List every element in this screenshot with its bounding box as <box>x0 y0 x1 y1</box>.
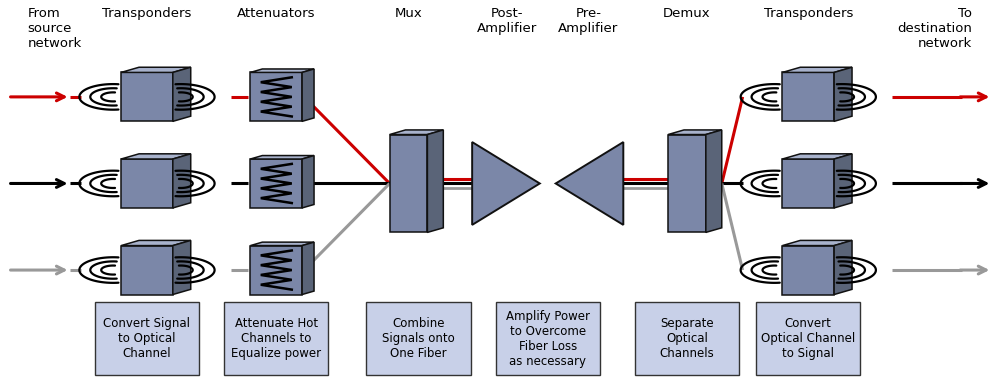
Polygon shape <box>390 134 427 232</box>
Polygon shape <box>427 130 443 232</box>
Text: Transponders: Transponders <box>764 6 853 19</box>
Text: Convert
Optical Channel
to Signal: Convert Optical Channel to Signal <box>761 317 855 360</box>
FancyBboxPatch shape <box>635 302 739 376</box>
Polygon shape <box>668 130 722 134</box>
Polygon shape <box>782 67 852 73</box>
Polygon shape <box>782 240 852 246</box>
Text: From
source
network: From source network <box>28 6 82 50</box>
Polygon shape <box>706 130 722 232</box>
Polygon shape <box>782 73 834 121</box>
Polygon shape <box>250 73 302 121</box>
Polygon shape <box>302 155 314 208</box>
FancyBboxPatch shape <box>95 302 199 376</box>
Polygon shape <box>834 240 852 295</box>
FancyBboxPatch shape <box>496 302 600 376</box>
Text: Attenuate Hot
Channels to
Equalize power: Attenuate Hot Channels to Equalize power <box>231 317 321 360</box>
Text: Convert Signal
to Optical
Channel: Convert Signal to Optical Channel <box>103 317 190 360</box>
Polygon shape <box>250 69 314 73</box>
Text: Demux: Demux <box>663 6 711 19</box>
Polygon shape <box>173 154 191 208</box>
Text: Post-
Amplifier: Post- Amplifier <box>477 6 537 34</box>
Polygon shape <box>121 246 173 295</box>
Polygon shape <box>250 155 314 159</box>
Text: Separate
Optical
Channels: Separate Optical Channels <box>660 317 714 360</box>
Polygon shape <box>668 134 706 232</box>
Text: Pre-
Amplifier: Pre- Amplifier <box>558 6 618 34</box>
Polygon shape <box>121 154 191 159</box>
Polygon shape <box>782 154 852 159</box>
Polygon shape <box>250 246 302 295</box>
FancyBboxPatch shape <box>224 302 328 376</box>
Text: To
destination
network: To destination network <box>897 6 972 50</box>
Polygon shape <box>834 154 852 208</box>
Polygon shape <box>121 67 191 73</box>
Polygon shape <box>121 159 173 208</box>
Polygon shape <box>782 246 834 295</box>
Text: Attenuators: Attenuators <box>237 6 316 19</box>
FancyBboxPatch shape <box>756 302 860 376</box>
Polygon shape <box>556 142 623 225</box>
Polygon shape <box>390 130 443 134</box>
Polygon shape <box>121 240 191 246</box>
FancyBboxPatch shape <box>366 302 471 376</box>
Polygon shape <box>250 159 302 208</box>
Polygon shape <box>173 240 191 295</box>
Polygon shape <box>173 67 191 121</box>
Polygon shape <box>834 67 852 121</box>
Text: Mux: Mux <box>395 6 422 19</box>
Polygon shape <box>302 69 314 121</box>
Polygon shape <box>121 73 173 121</box>
Polygon shape <box>250 242 314 246</box>
Text: Amplify Power
to Overcome
Fiber Loss
as necessary: Amplify Power to Overcome Fiber Loss as … <box>506 310 590 368</box>
Polygon shape <box>302 242 314 295</box>
Text: Transponders: Transponders <box>102 6 192 19</box>
Polygon shape <box>782 159 834 208</box>
Polygon shape <box>472 142 540 225</box>
Text: Combine
Signals onto
One Fiber: Combine Signals onto One Fiber <box>382 317 455 360</box>
